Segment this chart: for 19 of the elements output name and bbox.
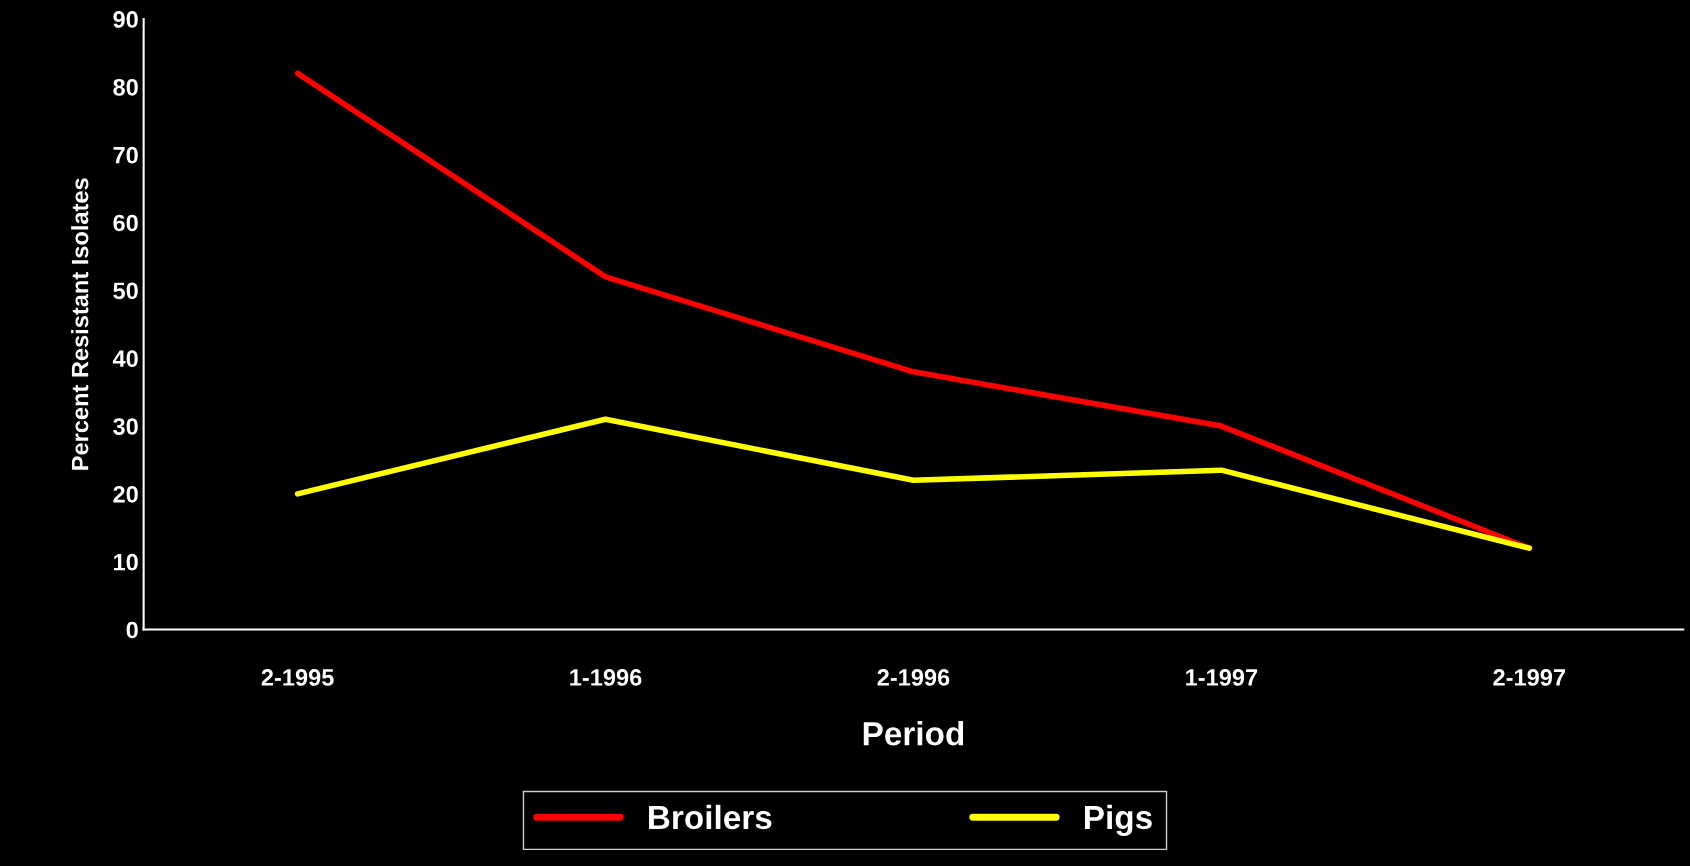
y-tick-label: 80 (113, 78, 138, 96)
x-tick-label: 2-1996 (877, 669, 950, 686)
y-tick-label: 60 (113, 214, 138, 232)
x-tick-label: 1-1997 (1186, 669, 1258, 686)
y-tick-label: 70 (113, 146, 138, 164)
x-axis-title: Period (863, 721, 964, 746)
x-tick-label: 2-1997 (1493, 669, 1566, 686)
y-tick-label: 90 (113, 11, 138, 28)
y-tick-label: 10 (114, 553, 138, 571)
y-tick-label: 20 (113, 485, 138, 503)
y-tick-label: 0 (126, 621, 138, 639)
legend-label: Broilers (649, 804, 772, 830)
x-tick-label: 2-1995 (261, 669, 334, 686)
x-tick-label: 1-1996 (570, 669, 642, 686)
legend-label: Pigs (1085, 804, 1152, 836)
y-tick-label: 40 (112, 350, 138, 368)
y-tick-label: 30 (113, 418, 138, 435)
y-axis-title: Percent Resistant Isolates (71, 178, 89, 470)
y-tick-label: 50 (113, 282, 138, 300)
